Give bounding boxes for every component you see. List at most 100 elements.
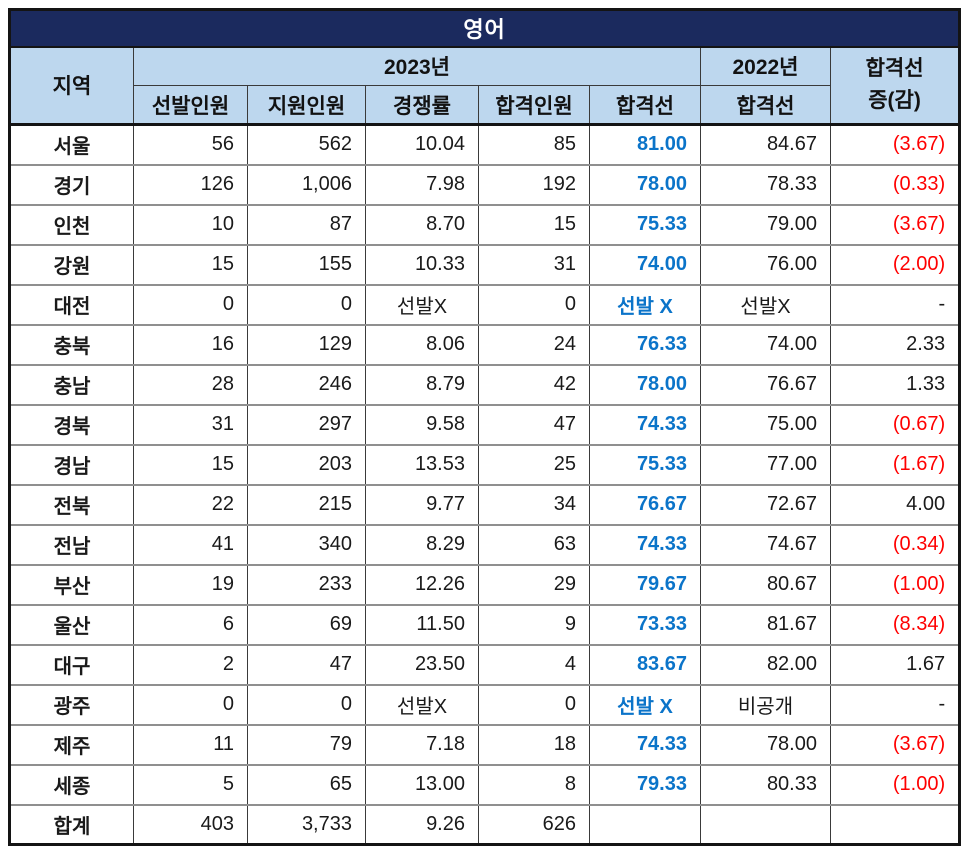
header-selected-count: 선발인원 <box>133 85 248 126</box>
header-group-2023: 2023년 <box>133 46 701 86</box>
region-cell: 부산 <box>9 563 134 606</box>
applicant-count-cell: 47 <box>247 643 366 686</box>
cutoff-2022-cell: 80.33 <box>700 763 831 806</box>
applicant-count-cell: 129 <box>247 323 366 366</box>
region-cell: 전북 <box>9 483 134 526</box>
header-cutoff-2023: 합격선 <box>589 85 701 126</box>
ratio-cell: 10.04 <box>365 123 479 166</box>
applicant-count-cell: 340 <box>247 523 366 566</box>
diff-cell: (1.67) <box>829 443 961 486</box>
table-row: 경북 31 297 9.58 47 74.33 75.00 (0.67) <box>9 403 961 446</box>
region-cell: 충북 <box>9 323 134 366</box>
cutoff-2023-cell: 81.00 <box>589 123 701 166</box>
cutoff-2022-cell: 76.00 <box>700 243 831 286</box>
region-cell: 경남 <box>9 443 134 486</box>
applicant-count-cell: 203 <box>247 443 366 486</box>
passed-count-cell: 47 <box>478 403 590 446</box>
passed-count-cell: 63 <box>478 523 590 566</box>
cutoff-2022-cell: 79.00 <box>700 203 831 246</box>
passed-count-cell: 31 <box>478 243 590 286</box>
diff-cell: - <box>829 283 961 326</box>
passed-count-cell: 8 <box>478 763 590 806</box>
diff-cell: - <box>829 683 961 726</box>
selected-count-cell: 28 <box>133 363 248 406</box>
ratio-cell: 8.29 <box>365 523 479 566</box>
passed-count-cell: 24 <box>478 323 590 366</box>
applicant-count-cell: 0 <box>247 283 366 326</box>
region-cell: 광주 <box>9 683 134 726</box>
passed-count-cell: 18 <box>478 723 590 766</box>
region-cell: 대전 <box>9 283 134 326</box>
diff-cell: 1.67 <box>829 643 961 686</box>
cutoff-2022-cell: 84.67 <box>700 123 831 166</box>
ratio-cell: 12.26 <box>365 563 479 606</box>
ratio-cell: 10.33 <box>365 243 479 286</box>
selected-count-cell: 126 <box>133 163 248 206</box>
applicant-count-cell: 1,006 <box>247 163 366 206</box>
cutoff-2022-cell: 80.67 <box>700 563 831 606</box>
ratio-cell: 9.26 <box>365 803 479 846</box>
diff-cell: (3.67) <box>829 203 961 246</box>
passed-count-cell: 4 <box>478 643 590 686</box>
applicant-count-cell: 155 <box>247 243 366 286</box>
applicant-count-cell: 562 <box>247 123 366 166</box>
cutoff-2023-cell: 76.67 <box>589 483 701 526</box>
selected-count-cell: 19 <box>133 563 248 606</box>
applicant-count-cell: 69 <box>247 603 366 646</box>
selected-count-cell: 6 <box>133 603 248 646</box>
cutoff-2023-cell: 74.00 <box>589 243 701 286</box>
table-row: 전북 22 215 9.77 34 76.67 72.67 4.00 <box>9 483 961 526</box>
region-cell: 세종 <box>9 763 134 806</box>
passed-count-cell: 42 <box>478 363 590 406</box>
cutoff-2023-cell: 76.33 <box>589 323 701 366</box>
cutoff-2022-cell: 74.00 <box>700 323 831 366</box>
diff-cell: 2.33 <box>829 323 961 366</box>
diff-cell: 1.33 <box>829 363 961 406</box>
diff-cell: 4.00 <box>829 483 961 526</box>
passed-count-cell: 34 <box>478 483 590 526</box>
diff-cell: (0.33) <box>829 163 961 206</box>
ratio-cell: 11.50 <box>365 603 479 646</box>
region-cell: 인천 <box>9 203 134 246</box>
passed-count-cell: 0 <box>478 283 590 326</box>
table-row: 경기 126 1,006 7.98 192 78.00 78.33 (0.33) <box>9 163 961 206</box>
total-row: 합계 403 3,733 9.26 626 <box>9 803 961 846</box>
cutoff-2023-cell: 75.33 <box>589 443 701 486</box>
diff-cell: (0.67) <box>829 403 961 446</box>
header-cutoff-diff-line2: 증(감) <box>868 89 921 113</box>
diff-cell: (8.34) <box>829 603 961 646</box>
passed-count-cell: 0 <box>478 683 590 726</box>
ratio-cell: 9.77 <box>365 483 479 526</box>
applicant-count-cell: 297 <box>247 403 366 446</box>
passed-count-cell: 9 <box>478 603 590 646</box>
region-cell: 서울 <box>9 123 134 166</box>
table-row: 광주 0 0 선발X 0 선발 X 비공개 - <box>9 683 961 726</box>
table-row: 충남 28 246 8.79 42 78.00 76.67 1.33 <box>9 363 961 406</box>
cutoff-2022-cell: 82.00 <box>700 643 831 686</box>
cutoff-2023-cell: 75.33 <box>589 203 701 246</box>
table-title: 영어 <box>8 8 961 48</box>
table-row: 세종 5 65 13.00 8 79.33 80.33 (1.00) <box>9 763 961 806</box>
cutoff-2023-cell: 74.33 <box>589 403 701 446</box>
cutoff-2023-cell: 74.33 <box>589 723 701 766</box>
ratio-cell: 8.70 <box>365 203 479 246</box>
table-row: 제주 11 79 7.18 18 74.33 78.00 (3.67) <box>9 723 961 766</box>
cutoff-2022-cell: 비공개 <box>700 683 831 726</box>
applicant-count-cell: 233 <box>247 563 366 606</box>
passed-count-cell: 25 <box>478 443 590 486</box>
ratio-cell: 선발X <box>365 283 479 326</box>
passed-count-cell: 85 <box>478 123 590 166</box>
selected-count-cell: 403 <box>133 803 248 846</box>
applicant-count-cell: 3,733 <box>247 803 366 846</box>
passed-count-cell: 626 <box>478 803 590 846</box>
ratio-cell: 8.79 <box>365 363 479 406</box>
cutoff-2023-cell: 78.00 <box>589 163 701 206</box>
ratio-cell: 8.06 <box>365 323 479 366</box>
table-row: 대구 2 47 23.50 4 83.67 82.00 1.67 <box>9 643 961 686</box>
region-cell: 경북 <box>9 403 134 446</box>
selected-count-cell: 11 <box>133 723 248 766</box>
selected-count-cell: 22 <box>133 483 248 526</box>
selected-count-cell: 5 <box>133 763 248 806</box>
ratio-cell: 선발X <box>365 683 479 726</box>
